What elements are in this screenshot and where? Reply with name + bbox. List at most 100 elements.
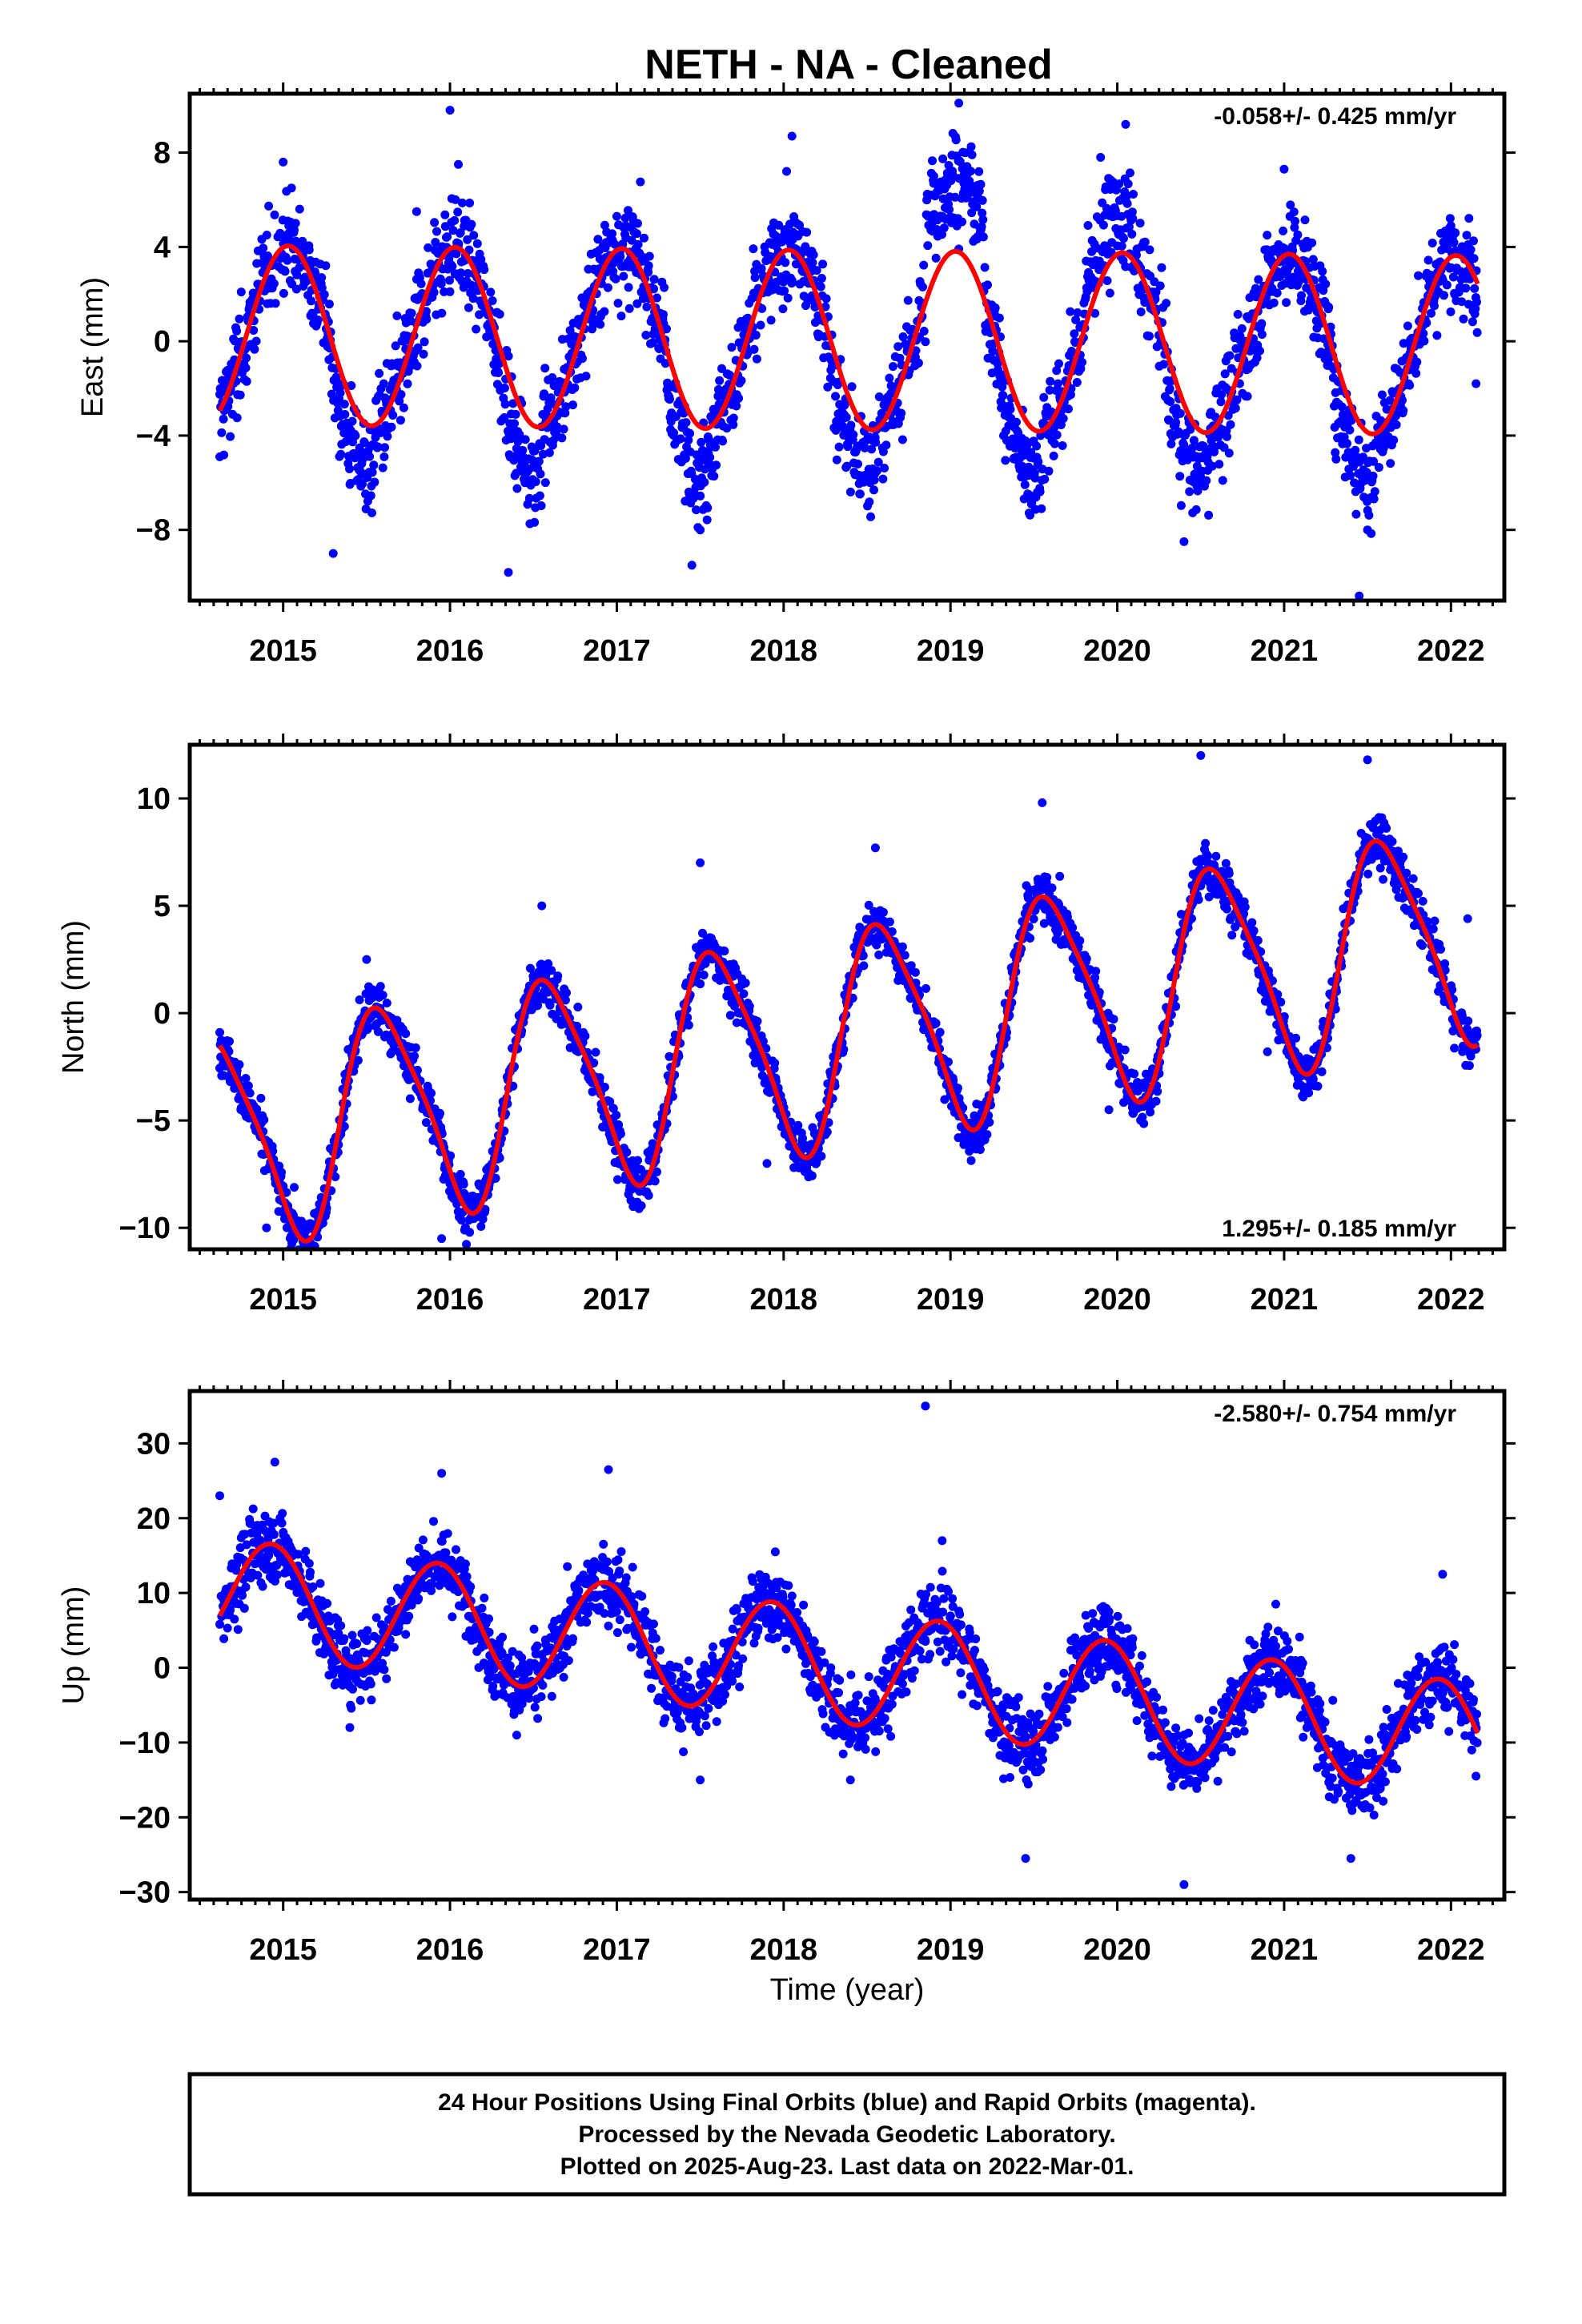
data-point [270,210,279,219]
data-point [462,1240,472,1249]
data-point [1469,254,1479,263]
data-point [347,381,356,390]
data-point [1035,487,1045,497]
data-point [985,1117,994,1127]
data-point [391,341,400,351]
data-point [878,907,888,917]
data-point [243,1081,253,1091]
data-point [1126,168,1134,178]
data-point [259,243,268,253]
data-point [1145,245,1154,255]
data-point [1165,384,1174,393]
data-point [965,1147,974,1156]
data-point [422,315,432,324]
data-point [279,288,288,298]
data-point [983,280,992,290]
data-point [681,418,691,428]
y-tick-label: 4 [154,231,171,264]
data-point [593,235,603,244]
data-point [1151,1096,1161,1106]
data-point [944,1057,953,1067]
data-point [718,436,728,446]
data-point [1291,1033,1301,1043]
data-point [780,286,789,296]
data-point [500,400,510,409]
data-point [696,979,705,989]
data-point [512,468,521,478]
data-point [685,428,695,438]
data-point [871,437,881,447]
data-point [242,376,251,386]
data-point [881,440,891,450]
data-point [1064,404,1073,414]
data-point [259,1115,269,1124]
data-point [887,927,897,936]
data-point [1075,936,1085,946]
data-point [476,255,486,264]
data-point [1211,851,1221,861]
data-point [648,338,657,348]
data-point [774,220,784,230]
data-point [448,261,457,271]
data-point [1351,445,1360,455]
data-point [756,320,765,330]
data-point [249,326,259,335]
data-point [1193,486,1203,496]
data-point [472,324,481,334]
data-point [732,1018,741,1027]
data-point [1129,190,1138,199]
data-point [620,213,630,223]
data-point [570,383,580,392]
data-point [954,99,964,108]
data-point [562,988,571,998]
data-point [1286,200,1295,210]
data-point [242,353,251,363]
data-point [1120,1045,1130,1055]
data-point [500,384,509,392]
data-point [431,238,440,247]
data-point [591,1047,600,1057]
data-point [636,1201,646,1211]
data-point [642,302,652,312]
data-point [966,1156,976,1165]
data-point [880,464,889,472]
data-point [480,265,489,275]
data-point [1217,390,1227,400]
data-point [383,432,392,441]
data-point [235,390,245,400]
data-point [616,251,625,261]
data-point [336,449,346,459]
data-point [437,308,447,318]
data-point [335,388,345,398]
data-point [1318,267,1327,276]
data-point [809,250,818,259]
data-point [782,167,791,176]
data-point [802,227,812,237]
data-point [1040,474,1050,484]
data-point [1052,366,1062,376]
data-point [1249,926,1259,935]
data-point [540,478,550,488]
data-point [1232,395,1242,404]
data-point [1408,874,1418,883]
data-point [1046,376,1055,386]
data-point [624,304,634,313]
data-point [1368,471,1378,480]
data-point [885,917,894,927]
data-point [405,1094,415,1104]
data-point [1045,385,1054,395]
data-point [893,342,903,352]
data-point [1054,359,1063,368]
data-point [737,376,746,385]
data-point [913,358,923,368]
data-point [290,225,299,235]
data-point [696,491,705,501]
data-point [923,241,933,251]
data-point [1001,456,1010,465]
data-point [897,435,907,444]
data-point [853,459,862,468]
data-point [953,1084,962,1093]
data-point [734,393,744,403]
data-point [1347,416,1356,425]
